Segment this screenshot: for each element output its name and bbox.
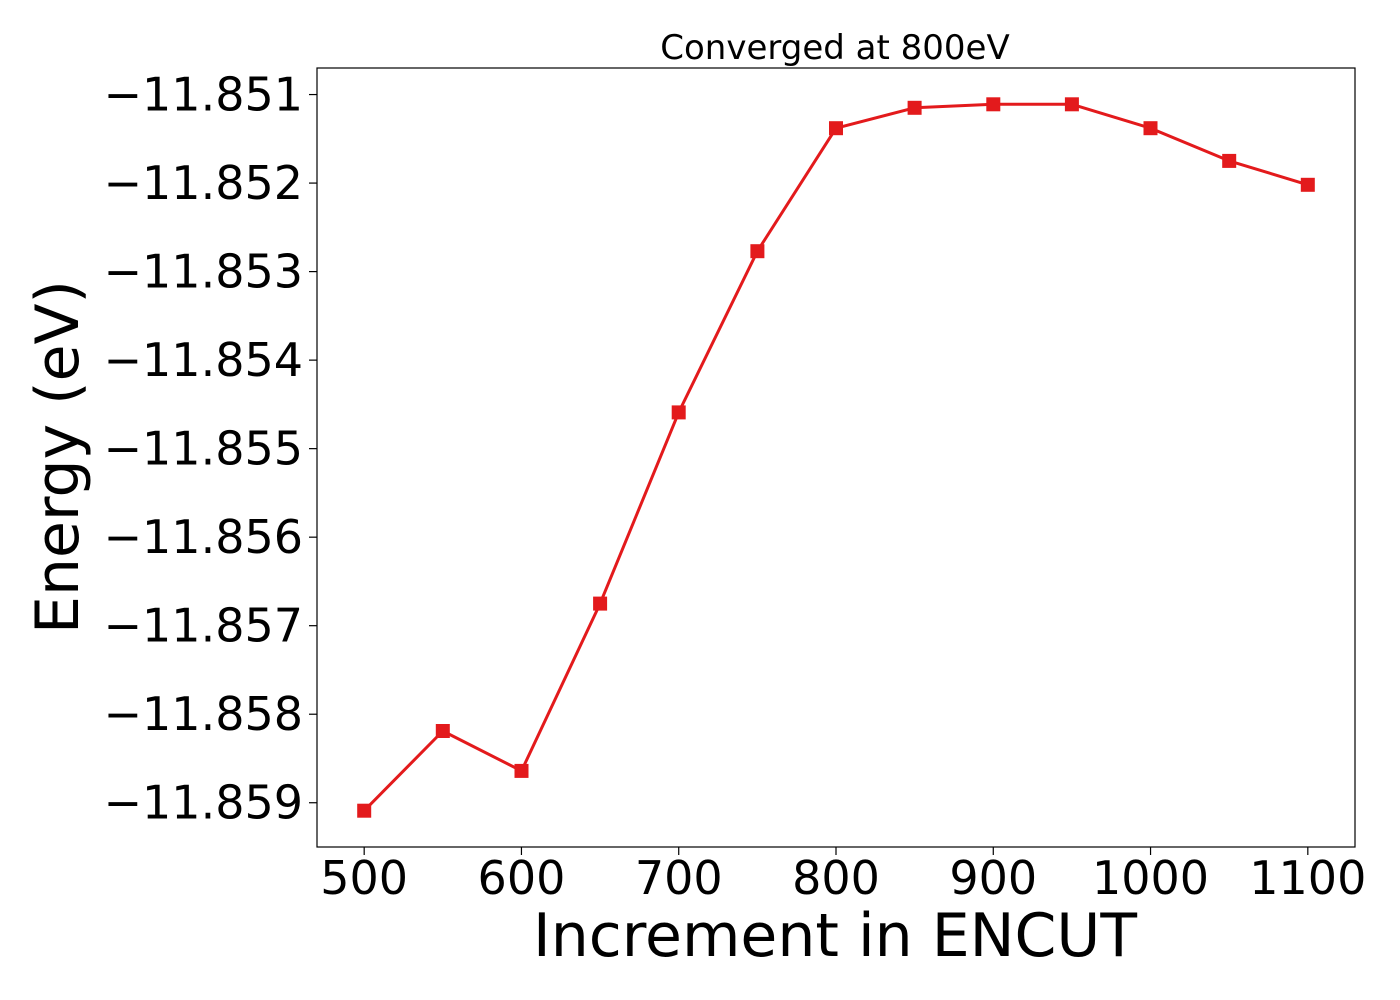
x-axis-ticks: 500 600 700 800 900 1000 1100 [320, 847, 1366, 905]
y-tick-label-8: −11.859 [104, 776, 304, 830]
chart-title: Converged at 800eV [660, 28, 1009, 68]
y-tick-label-6: −11.857 [104, 599, 304, 653]
data-point-2 [514, 763, 529, 778]
x-axis-label: Increment in ENCUT [533, 901, 1137, 971]
x-tick-label-2: 700 [635, 851, 723, 905]
x-tick-label-6: 1100 [1249, 851, 1366, 905]
axes-frame [316, 67, 1356, 848]
data-point-7 [907, 100, 922, 115]
plot-area [316, 67, 1356, 848]
y-tick-label-7: −11.858 [104, 687, 304, 741]
data-point-10 [1143, 121, 1158, 136]
data-point-6 [829, 121, 843, 136]
x-tick-label-1: 600 [478, 851, 566, 905]
data-point-0 [357, 803, 372, 818]
data-point-4 [671, 405, 686, 420]
x-tick-label-3: 800 [792, 851, 880, 905]
x-tick-label-4: 900 [949, 851, 1037, 905]
y-tick-label-2: −11.853 [104, 245, 304, 299]
x-tick-label-5: 1000 [1092, 851, 1209, 905]
y-tick-label-0: −11.851 [104, 68, 304, 122]
data-point-3 [593, 596, 608, 611]
y-tick-label-4: −11.855 [104, 422, 304, 476]
y-axis-label: Energy (eV) [23, 280, 93, 634]
y-tick-label-1: −11.852 [104, 156, 304, 210]
x-tick-label-0: 500 [320, 851, 408, 905]
data-point-5 [750, 244, 765, 259]
y-tick-label-3: −11.854 [104, 333, 304, 387]
y-axis-ticks: −11.851 −11.852 −11.853 −11.854 −11.855 −11.8… [104, 68, 317, 830]
data-point-8 [986, 97, 1001, 112]
series-line [363, 102, 1309, 812]
data-point-9 [1064, 97, 1079, 112]
data-point-11 [1222, 153, 1237, 168]
y-tick-label-5: −11.856 [104, 510, 304, 564]
data-point-12 [1300, 177, 1315, 192]
data-point-1 [435, 724, 450, 738]
